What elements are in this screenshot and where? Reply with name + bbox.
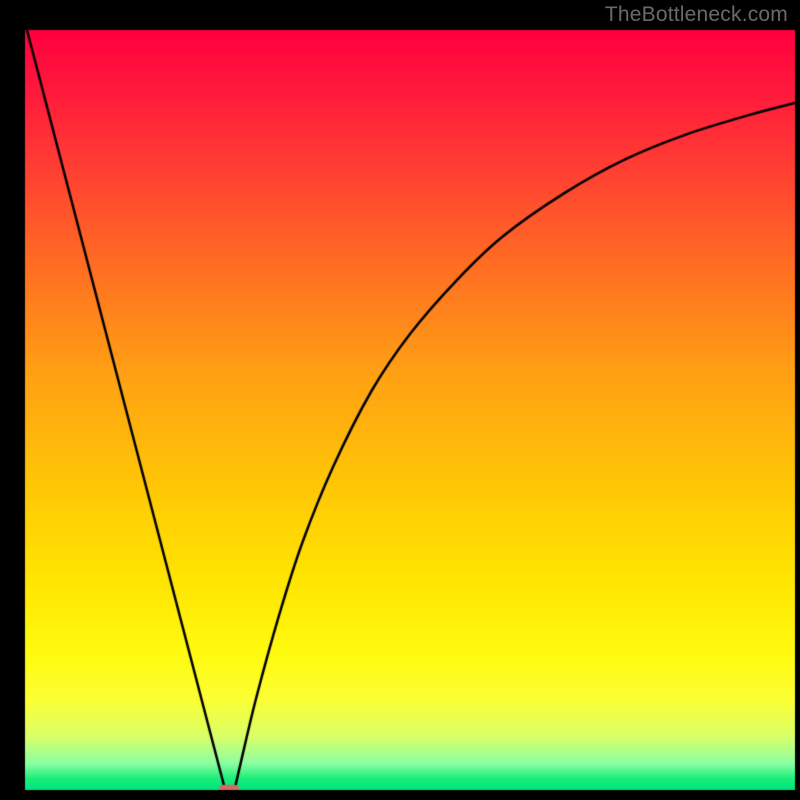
chart-container: TheBottleneck.com <box>0 0 800 800</box>
chart-canvas <box>0 0 800 800</box>
watermark-text: TheBottleneck.com <box>605 3 788 27</box>
